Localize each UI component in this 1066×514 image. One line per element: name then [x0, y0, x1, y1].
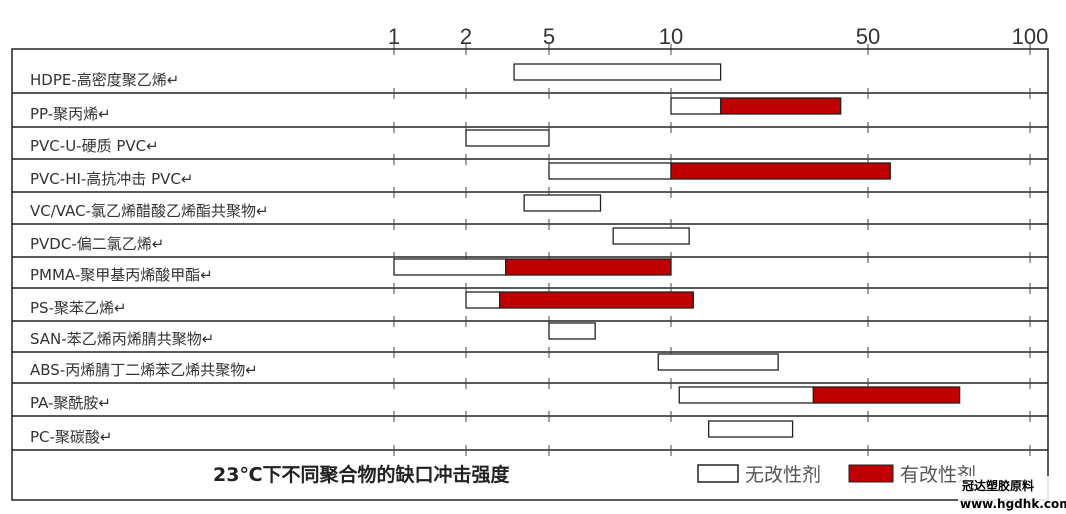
category-label: PMMA-聚甲基丙烯酸甲酯↵ — [30, 266, 213, 284]
category-label: PA-聚酰胺↵ — [30, 394, 111, 412]
category-label: VC/VAC-氯乙烯醋酸乙烯酯共聚物↵ — [30, 202, 269, 220]
legend-label-modified: 有改性剂 — [900, 464, 976, 486]
bar-modified — [670, 162, 891, 180]
chart-bars — [393, 63, 961, 438]
chart-title: 23℃下不同聚合物的缺口冲击强度 — [213, 463, 510, 486]
chart-frame — [11, 48, 1049, 501]
bar-unmodified — [465, 129, 550, 147]
legend-label-unmodified: 无改性剂 — [745, 464, 821, 486]
bar-unmodified — [657, 353, 779, 371]
bar-unmodified — [670, 97, 722, 115]
bar-unmodified — [548, 322, 596, 340]
bar-unmodified — [548, 162, 672, 180]
x-tick-label: 1 — [388, 24, 400, 49]
category-label: PP-聚丙烯↵ — [30, 105, 111, 123]
x-tick-label: 2 — [460, 24, 472, 49]
bar-unmodified — [513, 63, 722, 81]
legend: 23℃下不同聚合物的缺口冲击强度 无改性剂 有改性剂 — [213, 463, 976, 486]
watermark-line2: www.hgdhk.com — [960, 497, 1066, 511]
chart-rows: HDPE-高密度聚乙烯↵ PP-聚丙烯↵ PVC-U-硬质 PVC↵ PVC-HI-高… — [12, 44, 1048, 456]
category-label: SAN-苯乙烯丙烯腈共聚物↵ — [30, 330, 214, 348]
category-label: ABS-丙烯腈丁二烯苯乙烯共聚物↵ — [30, 361, 258, 379]
category-label: PVC-U-硬质 PVC↵ — [30, 137, 159, 155]
bar-modified — [812, 386, 961, 404]
category-label: PVDC-偏二氯乙烯↵ — [30, 235, 164, 253]
legend-swatch-modified — [848, 464, 894, 483]
legend-swatch-unmodified — [697, 464, 739, 483]
category-label: PC-聚碳酸↵ — [30, 428, 113, 446]
bar-modified — [719, 97, 842, 115]
bar-unmodified — [393, 258, 507, 276]
category-label: HDPE-高密度聚乙烯↵ — [30, 71, 179, 89]
bar-unmodified — [612, 227, 690, 245]
x-tick-label: 5 — [543, 24, 555, 49]
watermark-line1: 冠达塑胶原料 — [962, 478, 1034, 493]
bar-modified — [499, 291, 694, 309]
x-axis-ticks: 1 2 5 10 50 100 — [388, 24, 1048, 49]
watermark: 冠达塑胶原料 www.hgdhk.com — [958, 476, 1066, 512]
bar-modified — [505, 258, 672, 276]
category-label: PS-聚苯乙烯↵ — [30, 299, 127, 317]
bar-unmodified — [523, 194, 602, 212]
bar-unmodified — [707, 420, 794, 438]
category-label: PVC-HI-高抗冲击 PVC↵ — [30, 170, 193, 188]
bar-unmodified — [678, 386, 815, 404]
bar-unmodified — [465, 291, 501, 309]
